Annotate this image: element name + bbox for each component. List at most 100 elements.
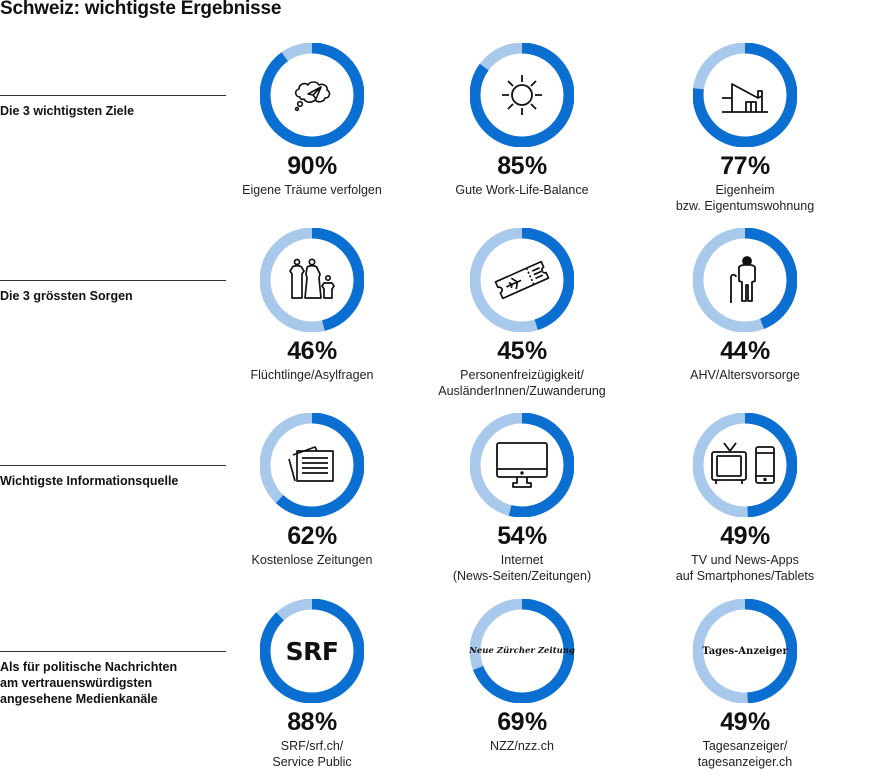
item-caption: Tagesanzeiger/ tagesanzeiger.ch (697, 739, 793, 769)
donut-item: Tages-Anzeiger 49% Tagesanzeiger/ tagesanz… (635, 599, 855, 770)
percent-unit: % (315, 522, 337, 550)
percent-number: 46 (287, 337, 315, 365)
donut-item: SRF 88% SRF/srf.ch/ Service Public (202, 599, 422, 770)
donut-item: 45% Personenfreizügigkeit/ AusländerInnen… (412, 228, 632, 399)
percent-value: 49% (635, 709, 855, 735)
donut-chart: Tages-Anzeiger (693, 599, 797, 703)
donut-item: Neue Zürcher Zeitung 69% NZZ/nzz.ch (412, 599, 632, 754)
section-1: Die 3 wichtigsten Ziele (0, 95, 226, 119)
donut-svg (470, 228, 574, 332)
donut-item: 90% Eigene Träume verfolgen (202, 43, 422, 198)
section-divider (0, 280, 226, 281)
percent-value: 69% (412, 709, 632, 735)
item-caption: TV und News-Apps auf Smartphones/Tablets (675, 553, 815, 583)
donut-value-slice (260, 228, 364, 332)
percent-unit: % (315, 708, 337, 736)
donut-value-slice (470, 413, 574, 517)
donut-value-slice (470, 599, 574, 703)
percent-value: 44% (635, 338, 855, 364)
donut-chart (260, 413, 364, 517)
section-divider (0, 465, 226, 466)
percent-value: 85% (412, 153, 632, 179)
donut-svg (470, 599, 574, 703)
section-2: Die 3 grössten Sorgen (0, 280, 226, 304)
percent-number: 45 (497, 337, 525, 365)
donut-value-slice (260, 413, 364, 517)
percent-number: 54 (497, 522, 525, 550)
percent-unit: % (748, 152, 770, 180)
donut-svg (693, 43, 797, 147)
donut-chart (693, 43, 797, 147)
donut-svg (260, 599, 364, 703)
percent-number: 49 (720, 522, 748, 550)
percent-number: 85 (497, 152, 525, 180)
item-caption: NZZ/nzz.ch (490, 739, 554, 753)
donut-chart: Neue Zürcher Zeitung (469, 599, 575, 703)
donut-chart (470, 413, 574, 517)
logo-text: Neue Zürcher Zeitung (469, 646, 575, 656)
donut-value-slice (470, 228, 574, 332)
donut-chart (693, 413, 797, 517)
section-label: Als für politische Nachrichten am vertra… (0, 660, 178, 706)
thought-bubble-paper-plane-icon (260, 43, 364, 147)
percent-number: 49 (720, 708, 748, 736)
donut-item: 77% Eigenheim bzw. Eigentumswohnung (635, 43, 855, 214)
donut-svg (693, 228, 797, 332)
donut-chart (693, 228, 797, 332)
srf-logo-icon: SRF (260, 599, 364, 703)
house-icon (693, 43, 797, 147)
refugees-family-icon (260, 228, 364, 332)
percent-number: 44 (720, 337, 748, 365)
donut-item: 49% TV und News-Apps auf Smartphones/Tabl… (635, 413, 855, 584)
percent-unit: % (315, 337, 337, 365)
logo-text: SRF (285, 636, 339, 666)
percent-unit: % (525, 522, 547, 550)
section-4: Als für politische Nachrichten am vertra… (0, 651, 226, 707)
donut-item: 44% AHV/Altersvorsorge (635, 228, 855, 383)
tv-smartphone-icon (693, 413, 797, 517)
percent-value: 45% (412, 338, 632, 364)
donut-svg (693, 599, 797, 703)
donut-svg (260, 43, 364, 147)
donut-value-slice (693, 43, 797, 147)
nzz-logo-icon: Neue Zürcher Zeitung (469, 599, 575, 703)
percent-value: 90% (202, 153, 422, 179)
percent-unit: % (748, 522, 770, 550)
donut-value-slice (260, 43, 364, 147)
item-caption: Eigenheim bzw. Eigentumswohnung (675, 183, 815, 213)
item-caption: Kostenlose Zeitungen (251, 553, 373, 567)
percent-number: 69 (497, 708, 525, 736)
sun-icon (470, 43, 574, 147)
donut-svg (693, 413, 797, 517)
section-label: Die 3 grössten Sorgen (0, 289, 133, 303)
item-caption: Gute Work-Life-Balance (455, 183, 589, 197)
donut-chart (470, 228, 574, 332)
percent-value: 77% (635, 153, 855, 179)
section-divider (0, 651, 226, 652)
percent-unit: % (525, 337, 547, 365)
percent-number: 90 (287, 152, 315, 180)
item-caption: Personenfreizügigkeit/ AusländerInnen/Zu… (438, 368, 606, 398)
logo-text: Tages-Anzeiger (702, 645, 788, 657)
newspaper-icon (260, 413, 364, 517)
donut-value-slice (470, 43, 574, 147)
plane-ticket-icon (470, 228, 574, 332)
percent-number: 77 (720, 152, 748, 180)
section-3: Wichtigste Informationsquelle (0, 465, 226, 489)
item-caption: AHV/Altersvorsorge (690, 368, 800, 382)
section-divider (0, 95, 226, 96)
donut-value-slice (693, 413, 797, 517)
donut-item: 46% Flüchtlinge/Asylfragen (202, 228, 422, 383)
donut-chart (260, 228, 364, 332)
percent-value: 88% (202, 709, 422, 735)
donut-svg (470, 413, 574, 517)
donut-chart (470, 43, 574, 147)
donut-value-slice (693, 599, 797, 703)
donut-chart: SRF (260, 599, 364, 703)
percent-value: 46% (202, 338, 422, 364)
percent-value: 49% (635, 523, 855, 549)
percent-value: 62% (202, 523, 422, 549)
elderly-person-cane-icon (693, 228, 797, 332)
donut-svg (470, 43, 574, 147)
donut-svg (260, 413, 364, 517)
